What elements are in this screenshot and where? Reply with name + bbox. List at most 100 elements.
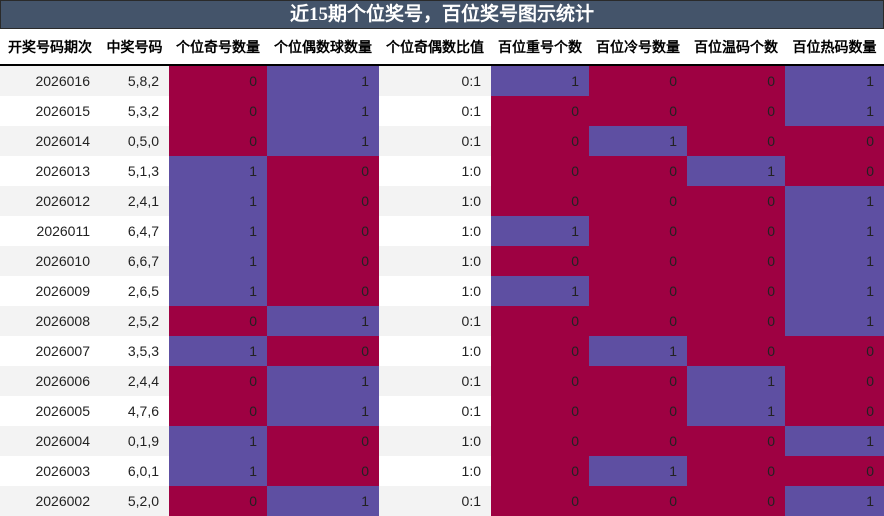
number-cell: 2,4,1 <box>100 186 169 216</box>
repeat-count-cell: 0 <box>491 306 589 336</box>
warm-count-cell: 1 <box>687 156 785 186</box>
issue-cell: 2026004 <box>0 426 100 456</box>
repeat-count-cell: 1 <box>491 216 589 246</box>
number-cell: 5,1,3 <box>100 156 169 186</box>
chart-title: 近15期个位奖号，百位奖号图示统计 <box>0 0 884 29</box>
header-issue: 开奖号码期次 <box>0 29 100 66</box>
number-cell: 6,0,1 <box>100 456 169 486</box>
warm-count-cell: 0 <box>687 126 785 156</box>
even-count-cell: 1 <box>267 306 379 336</box>
table-row: 2026006 2,4,4 0 1 0:1 0 0 1 0 <box>0 366 884 396</box>
hot-count-cell: 0 <box>785 156 884 186</box>
even-count-cell: 1 <box>267 65 379 96</box>
cold-count-cell: 0 <box>589 486 687 516</box>
hot-count-cell: 1 <box>785 276 884 306</box>
odd-count-cell: 1 <box>169 216 267 246</box>
number-cell: 3,5,3 <box>100 336 169 366</box>
table-row: 2026009 2,6,5 1 0 1:0 1 0 0 1 <box>0 276 884 306</box>
cold-count-cell: 0 <box>589 186 687 216</box>
hot-count-cell: 1 <box>785 306 884 336</box>
cold-count-cell: 1 <box>589 456 687 486</box>
even-count-cell: 0 <box>267 426 379 456</box>
odd-count-cell: 1 <box>169 246 267 276</box>
warm-count-cell: 1 <box>687 396 785 426</box>
odd-count-cell: 1 <box>169 426 267 456</box>
header-even-count: 个位偶数球数量 <box>267 29 379 66</box>
warm-count-cell: 0 <box>687 336 785 366</box>
table-row: 2026012 2,4,1 1 0 1:0 0 0 0 1 <box>0 186 884 216</box>
hot-count-cell: 1 <box>785 486 884 516</box>
ratio-cell: 1:0 <box>379 276 491 306</box>
header-odd-count: 个位奇号数量 <box>169 29 267 66</box>
odd-count-cell: 1 <box>169 156 267 186</box>
even-count-cell: 1 <box>267 96 379 126</box>
ratio-cell: 1:0 <box>379 336 491 366</box>
even-count-cell: 0 <box>267 216 379 246</box>
ratio-cell: 1:0 <box>379 216 491 246</box>
ratio-cell: 1:0 <box>379 426 491 456</box>
ratio-cell: 1:0 <box>379 186 491 216</box>
ratio-cell: 0:1 <box>379 366 491 396</box>
number-cell: 4,7,6 <box>100 396 169 426</box>
hot-count-cell: 1 <box>785 246 884 276</box>
warm-count-cell: 0 <box>687 246 785 276</box>
table-row: 2026003 6,0,1 1 0 1:0 0 1 0 0 <box>0 456 884 486</box>
header-row: 开奖号码期次 中奖号码 个位奇号数量 个位偶数球数量 个位奇偶数比值 百位重号个… <box>0 29 884 66</box>
warm-count-cell: 0 <box>687 456 785 486</box>
warm-count-cell: 0 <box>687 216 785 246</box>
issue-cell: 2026005 <box>0 396 100 426</box>
odd-count-cell: 0 <box>169 96 267 126</box>
cold-count-cell: 0 <box>589 396 687 426</box>
even-count-cell: 0 <box>267 276 379 306</box>
cold-count-cell: 0 <box>589 156 687 186</box>
odd-count-cell: 0 <box>169 126 267 156</box>
repeat-count-cell: 0 <box>491 186 589 216</box>
issue-cell: 2026014 <box>0 126 100 156</box>
hot-count-cell: 1 <box>785 65 884 96</box>
number-cell: 5,8,2 <box>100 65 169 96</box>
hot-count-cell: 1 <box>785 216 884 246</box>
even-count-cell: 0 <box>267 246 379 276</box>
issue-cell: 2026016 <box>0 65 100 96</box>
ratio-cell: 1:0 <box>379 156 491 186</box>
ratio-cell: 0:1 <box>379 65 491 96</box>
repeat-count-cell: 0 <box>491 156 589 186</box>
even-count-cell: 1 <box>267 486 379 516</box>
repeat-count-cell: 0 <box>491 456 589 486</box>
ratio-cell: 0:1 <box>379 126 491 156</box>
even-count-cell: 0 <box>267 186 379 216</box>
even-count-cell: 1 <box>267 366 379 396</box>
table-row: 2026007 3,5,3 1 0 1:0 0 1 0 0 <box>0 336 884 366</box>
issue-cell: 2026009 <box>0 276 100 306</box>
cold-count-cell: 1 <box>589 126 687 156</box>
cold-count-cell: 0 <box>589 216 687 246</box>
repeat-count-cell: 0 <box>491 126 589 156</box>
repeat-count-cell: 0 <box>491 426 589 456</box>
header-odd-even-ratio: 个位奇偶数比值 <box>379 29 491 66</box>
table-row: 2026005 4,7,6 0 1 0:1 0 0 1 0 <box>0 396 884 426</box>
warm-count-cell: 0 <box>687 426 785 456</box>
hot-count-cell: 1 <box>785 426 884 456</box>
table-row: 2026013 5,1,3 1 0 1:0 0 0 1 0 <box>0 156 884 186</box>
issue-cell: 2026015 <box>0 96 100 126</box>
header-cold-count: 百位冷号数量 <box>589 29 687 66</box>
number-cell: 2,5,2 <box>100 306 169 336</box>
odd-count-cell: 0 <box>169 306 267 336</box>
repeat-count-cell: 0 <box>491 396 589 426</box>
odd-count-cell: 0 <box>169 396 267 426</box>
issue-cell: 2026012 <box>0 186 100 216</box>
issue-cell: 2026006 <box>0 366 100 396</box>
issue-cell: 2026008 <box>0 306 100 336</box>
number-cell: 5,3,2 <box>100 96 169 126</box>
issue-cell: 2026007 <box>0 336 100 366</box>
issue-cell: 2026011 <box>0 216 100 246</box>
table-row: 2026002 5,2,0 0 1 0:1 0 0 0 1 <box>0 486 884 516</box>
repeat-count-cell: 0 <box>491 486 589 516</box>
hot-count-cell: 0 <box>785 456 884 486</box>
cold-count-cell: 0 <box>589 366 687 396</box>
cold-count-cell: 1 <box>589 336 687 366</box>
issue-cell: 2026002 <box>0 486 100 516</box>
cold-count-cell: 0 <box>589 65 687 96</box>
cold-count-cell: 0 <box>589 96 687 126</box>
header-warm-count: 百位温码个数 <box>687 29 785 66</box>
